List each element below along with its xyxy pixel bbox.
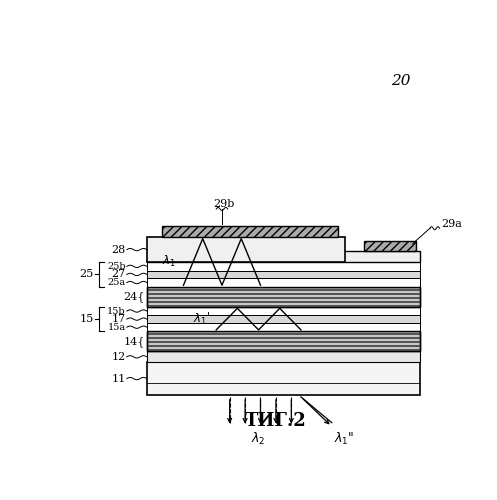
Bar — [147, 362, 420, 395]
Text: 20: 20 — [391, 74, 411, 88]
Bar — [147, 316, 420, 323]
Text: 12: 12 — [111, 352, 126, 362]
Text: 24{: 24{ — [124, 292, 145, 302]
Bar — [147, 278, 420, 287]
Bar — [147, 237, 345, 262]
Bar — [147, 287, 420, 307]
Bar — [147, 287, 420, 307]
Text: 29a: 29a — [441, 220, 462, 230]
Bar — [147, 262, 420, 270]
Bar — [147, 305, 420, 307]
Text: $\lambda_1$: $\lambda_1$ — [162, 254, 176, 270]
Bar — [147, 289, 420, 291]
Text: 25b: 25b — [107, 262, 126, 271]
Text: 29b: 29b — [213, 200, 235, 209]
Bar — [147, 350, 420, 352]
Bar — [147, 307, 420, 316]
Bar — [147, 352, 420, 362]
Bar — [147, 332, 420, 351]
Text: 28: 28 — [111, 244, 126, 254]
Bar — [147, 338, 420, 340]
Bar — [163, 226, 337, 237]
Bar — [147, 297, 420, 299]
Text: 11: 11 — [111, 374, 126, 384]
Text: ΤИГ.2: ΤИГ.2 — [245, 412, 307, 430]
Text: 15a: 15a — [107, 322, 126, 332]
Text: 27: 27 — [111, 270, 126, 280]
Text: 14{: 14{ — [124, 336, 145, 347]
Bar — [147, 346, 420, 348]
Text: $\lambda_1$": $\lambda_1$" — [333, 431, 354, 447]
Bar — [147, 334, 420, 336]
Bar — [147, 342, 420, 344]
Text: 25: 25 — [80, 270, 94, 280]
Bar — [364, 240, 416, 250]
Bar — [147, 332, 420, 351]
Text: 15b: 15b — [107, 306, 126, 316]
Bar — [147, 270, 420, 278]
Text: 17: 17 — [111, 314, 126, 324]
Text: $\lambda_2$: $\lambda_2$ — [251, 431, 266, 447]
Bar — [147, 301, 420, 303]
Text: 25a: 25a — [107, 278, 126, 287]
Bar — [147, 323, 420, 332]
Bar — [147, 250, 420, 262]
Bar — [147, 293, 420, 295]
Text: 15: 15 — [80, 314, 94, 324]
Text: $\lambda_1$': $\lambda_1$' — [193, 311, 210, 327]
